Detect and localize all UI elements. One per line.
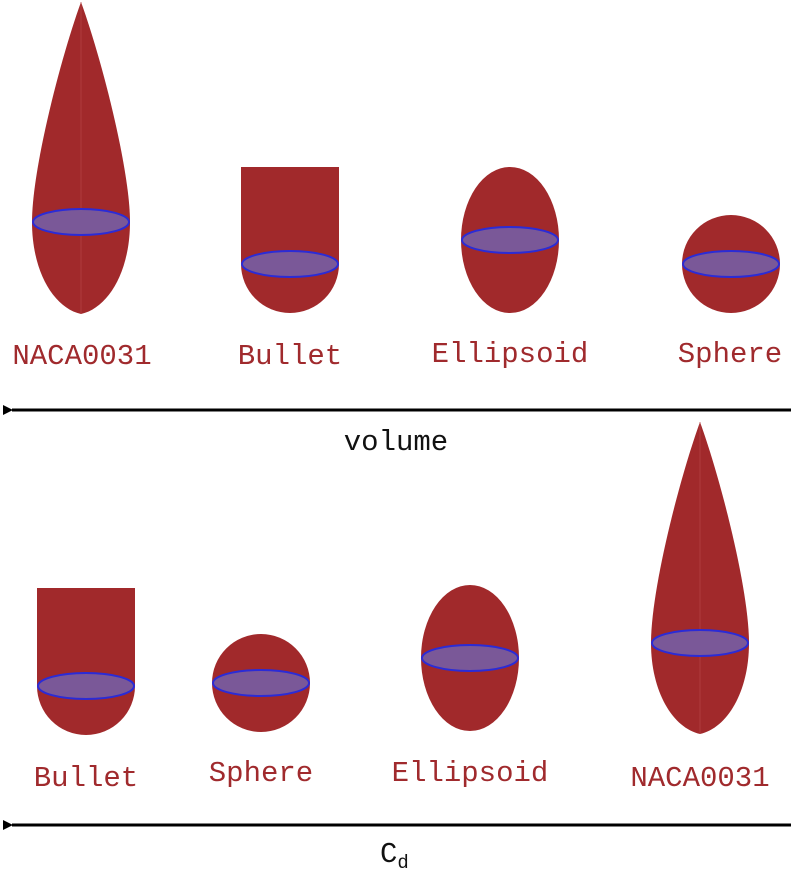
shape-label: NACA0031 xyxy=(12,340,151,373)
bottom-row: Bullet Sphere Ellipsoid NACA0031 Cd xyxy=(2,422,791,870)
top-row: NACA0031 Bullet Ellipsoid Sphere volume xyxy=(2,2,791,459)
cd-axis-label-subscript: d xyxy=(397,852,408,870)
volume-axis-label: volume xyxy=(344,426,448,459)
naca0031-shape-icon xyxy=(651,422,749,734)
shape-label: Bullet xyxy=(238,340,342,373)
ellipsoid-shape-icon xyxy=(421,585,519,731)
shape-label: NACA0031 xyxy=(630,762,769,795)
shape-label: Sphere xyxy=(209,757,313,790)
ellipsoid-shape-icon xyxy=(461,167,559,313)
shape-label: Ellipsoid xyxy=(432,338,589,371)
shape-label: Sphere xyxy=(678,338,782,371)
cd-axis-label-main: C xyxy=(380,838,397,870)
sphere-shape-icon xyxy=(682,215,780,313)
naca0031-shape-icon xyxy=(32,2,130,314)
bullet-shape-icon xyxy=(37,588,135,735)
cd-axis-label: Cd xyxy=(380,838,409,870)
sphere-shape-icon xyxy=(212,634,310,732)
shape-label: Ellipsoid xyxy=(392,757,549,790)
shape-label: Bullet xyxy=(34,762,138,795)
bullet-shape-icon xyxy=(241,167,339,313)
